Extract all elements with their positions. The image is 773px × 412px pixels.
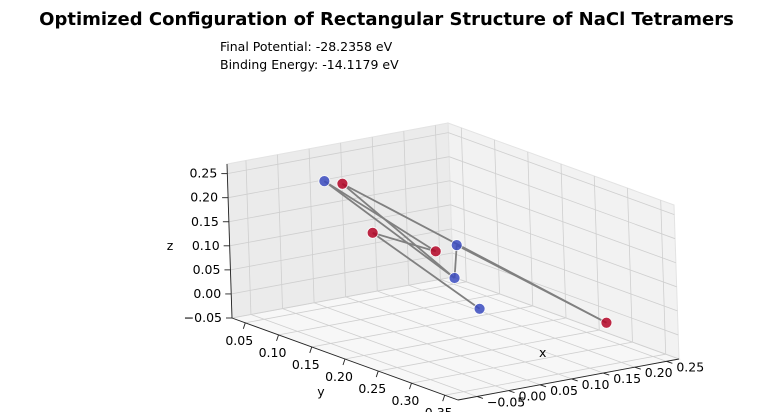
annotation-binding-energy: Binding Energy: -14.1179 eV [220,57,399,72]
y-axis-label: y [317,384,325,399]
bond-7 [456,244,607,324]
z-tick-label: 0.20 [190,190,218,205]
z-tick-label: 0.25 [189,166,217,181]
x-tick-mark [508,390,515,394]
gridline-z-wall [227,132,449,175]
y-tick-label: 0.35 [425,405,453,412]
y-tick-mark [442,395,446,402]
y-tick-label: 0.20 [325,369,353,384]
bond-5 [372,231,436,253]
gridline-y-floor [245,281,467,324]
x-axis-line [457,358,680,401]
gridline-y-wall [527,151,534,306]
z-axis-line [226,163,233,319]
x-tick-label: 0.00 [519,389,547,404]
gridline-y-floor [278,293,500,336]
x-tick-label: 0.05 [550,383,578,398]
gridline-z-wall [229,204,451,247]
gridline-y-floor [344,317,567,360]
x-axis-label: x [539,345,546,360]
gridline-y-wall [460,127,467,282]
gridline-x-wall [340,142,347,297]
y-tick-mark [276,334,279,342]
y-tick-label: 0.05 [225,333,253,348]
y-tick-mark [242,322,246,329]
gridline-z-back [449,180,677,264]
x-tick-label: −0.05 [487,394,525,409]
gridline-x-wall [308,148,315,303]
gridline-z-back [448,156,676,240]
x-tick-mark [476,396,484,399]
bond-1 [323,180,456,279]
gridline-y-floor [378,329,600,372]
tick-labels: −0.050.00 0.05 0.10 0.15 0.20 0.250.050.100.1… [184,166,705,412]
atom-red-2 [366,226,379,239]
x-tick-mark [571,378,578,382]
z-axis-label: z [167,238,174,253]
z-tick-label: 0.10 [192,238,220,253]
y-tick-label: 0.30 [392,393,420,408]
x-tick-mark [539,384,547,388]
bond-4 [372,232,481,310]
gridline-z-wall [228,180,450,223]
z-tick-label: 0.15 [191,214,219,229]
gridline-y-floor [311,305,533,348]
gridlines [227,125,680,397]
x-tick-label: 0.20 [645,365,673,380]
x-tick-label: 0.15 [613,371,641,386]
atom-blue-6 [448,272,461,284]
bond-2 [341,183,456,279]
axis-lines [221,163,680,402]
y-tick-label: 0.25 [358,381,386,396]
x-tick-mark [634,366,641,370]
gridline-y-wall [560,163,567,319]
annotation-final-potential: Final Potential: -28.2358 eV [220,39,393,54]
bonds [323,180,607,324]
atom-red-5 [429,245,442,258]
y-tick-mark [342,358,346,366]
gridline-y-wall [593,176,600,331]
gridline-z-back [448,132,675,216]
gridline-y-wall [627,188,633,343]
atom-blue-4 [473,302,486,315]
gridline-z-wall [231,276,454,319]
gridline-y-floor [411,341,633,384]
gridline-z-back [452,252,679,336]
y-tick-label: 0.15 [292,357,320,372]
x-tick-mark [666,360,673,364]
gridline-y-wall [494,139,500,294]
z-tick-label: 0.00 [193,286,221,301]
gridline-x-wall [277,154,283,309]
atom-blue-3 [450,239,463,252]
gridline-x-wall [245,160,252,315]
atom-red-1 [336,177,349,190]
gridline-z-wall [231,252,453,295]
gridline-z-wall [230,228,452,271]
x-tick-label: 0.25 [676,359,704,374]
y-tick-label: 0.10 [259,345,287,360]
atom-red-7 [600,316,613,329]
z-tick-label: 0.05 [193,262,221,277]
gridline-z-back [451,228,678,312]
gridline-z-back [450,204,677,288]
x-tick-mark [603,372,610,376]
y-tick-mark [375,370,379,378]
gridline-z-wall [228,156,450,199]
gridline-x-wall [403,131,410,286]
gridline-y-wall [660,200,667,355]
atom-blue-0 [318,175,331,188]
y-tick-mark [409,382,412,390]
gridline-x-wall [371,137,378,292]
y-tick-mark [309,346,313,354]
z-tick-label: −0.05 [184,310,222,325]
x-tick-label: 0.10 [582,377,610,392]
atoms [318,175,613,329]
gridline-y-floor [444,353,666,396]
gridline-z-back [452,276,680,360]
chart-title: Optimized Configuration of Rectangular S… [39,9,734,30]
